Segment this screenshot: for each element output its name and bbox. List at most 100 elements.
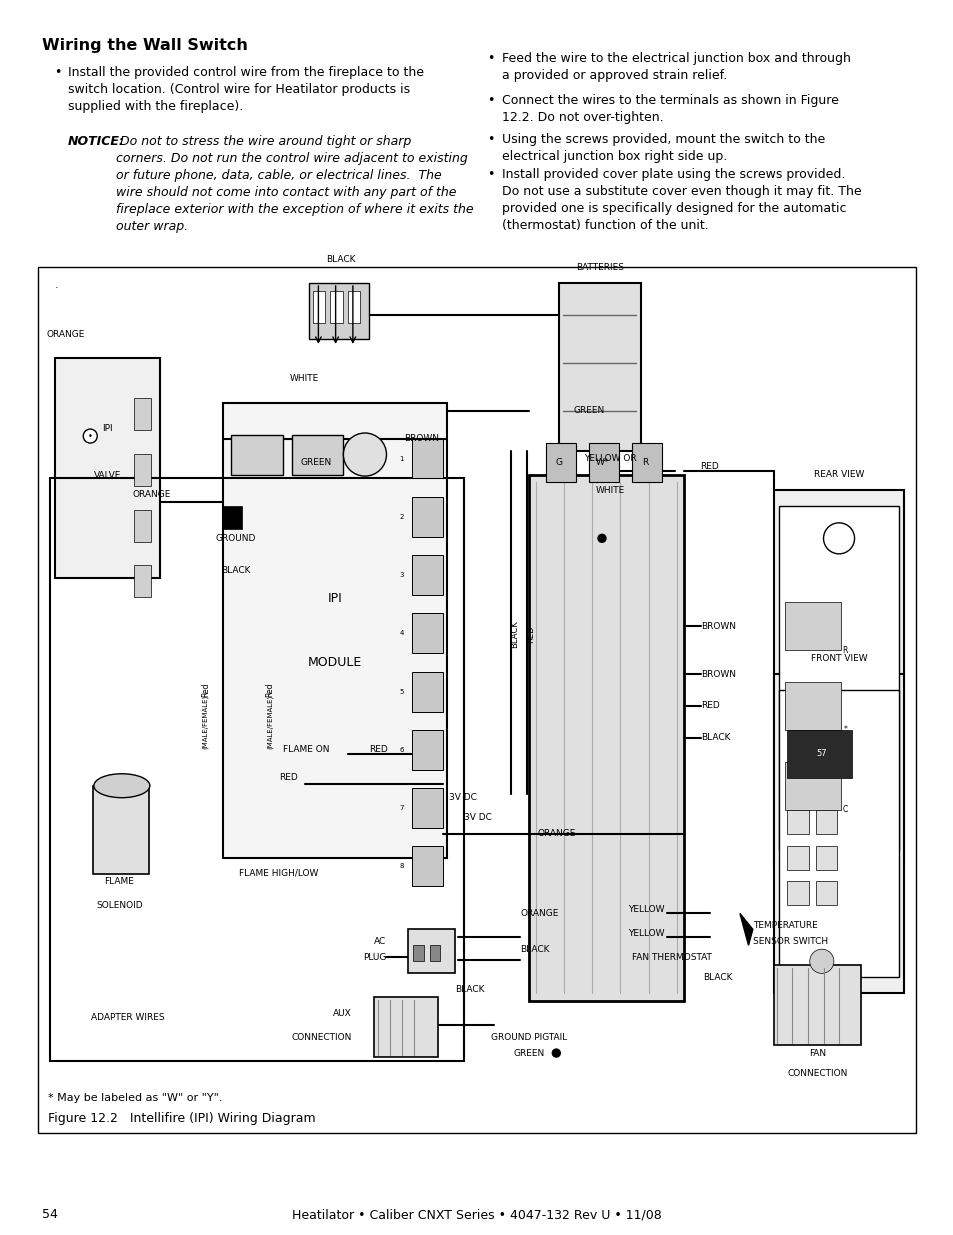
Text: BLACK: BLACK	[455, 984, 484, 994]
Bar	[412, 846, 442, 887]
Text: BLACK: BLACK	[703, 973, 732, 982]
Bar	[134, 398, 152, 430]
Text: ADAPTER WIRES: ADAPTER WIRES	[91, 1013, 165, 1021]
Bar	[774, 674, 902, 993]
Bar	[347, 291, 359, 322]
Text: BLACK: BLACK	[519, 945, 549, 953]
Text: VALVE: VALVE	[93, 472, 121, 480]
Bar	[588, 442, 618, 483]
Bar	[558, 283, 640, 451]
Text: ORANGE: ORANGE	[132, 490, 171, 499]
Circle shape	[552, 1049, 559, 1057]
Circle shape	[83, 429, 97, 443]
Bar	[778, 506, 899, 850]
Text: YELLOW OR: YELLOW OR	[583, 454, 637, 463]
Text: WHITE: WHITE	[290, 374, 319, 383]
Bar	[429, 945, 439, 961]
Bar	[786, 882, 808, 905]
Bar	[231, 435, 283, 474]
Bar	[134, 453, 152, 485]
Text: YELLOW: YELLOW	[628, 929, 664, 937]
Text: GREEN: GREEN	[300, 458, 332, 467]
Text: SOLENOID: SOLENOID	[96, 900, 142, 910]
Bar	[134, 510, 152, 541]
Bar	[412, 730, 442, 769]
Bar	[412, 788, 442, 827]
Text: 7: 7	[398, 805, 403, 811]
Circle shape	[598, 535, 605, 542]
Bar	[412, 672, 442, 711]
Bar	[815, 882, 837, 905]
Text: AUX: AUX	[333, 1009, 352, 1018]
Bar	[774, 490, 902, 866]
Bar	[412, 438, 442, 478]
Text: FAN: FAN	[808, 1049, 825, 1057]
Text: MODULE: MODULE	[307, 656, 361, 668]
Bar	[330, 291, 342, 322]
Circle shape	[343, 433, 386, 477]
Bar	[778, 690, 899, 977]
Text: ORANGE: ORANGE	[47, 330, 85, 338]
Text: BLACK: BLACK	[326, 254, 355, 263]
Text: AC: AC	[374, 937, 386, 946]
Text: 2: 2	[399, 514, 403, 520]
Bar	[222, 506, 241, 529]
Text: GREEN: GREEN	[573, 406, 604, 415]
Text: 54: 54	[42, 1209, 58, 1221]
Text: FAN THERMOSTAT: FAN THERMOSTAT	[632, 952, 711, 962]
Bar	[632, 442, 661, 483]
Text: Wiring the Wall Switch: Wiring the Wall Switch	[42, 38, 248, 53]
Text: Red: Red	[201, 683, 210, 698]
Text: * May be labeled as "W" or "Y".: * May be labeled as "W" or "Y".	[48, 1093, 222, 1103]
Text: FLAME HIGH/LOW: FLAME HIGH/LOW	[239, 869, 318, 878]
Text: (MALE/FEMALE): (MALE/FEMALE)	[202, 695, 209, 748]
Text: Figure 12.2   Intellifire (IPI) Wiring Diagram: Figure 12.2 Intellifire (IPI) Wiring Dia…	[48, 1112, 315, 1125]
Bar	[786, 730, 851, 778]
Text: R: R	[641, 458, 647, 467]
Text: GROUND PIGTAIL: GROUND PIGTAIL	[490, 1032, 566, 1041]
Text: Install provided cover plate using the screws provided.
Do not use a substitute : Install provided cover plate using the s…	[501, 168, 861, 232]
Text: Red: Red	[265, 683, 274, 698]
Text: BROWN: BROWN	[403, 433, 438, 443]
Text: •: •	[486, 94, 494, 107]
Bar	[408, 930, 455, 973]
Bar	[222, 403, 446, 857]
Text: •: •	[54, 65, 61, 79]
Text: GROUND: GROUND	[215, 534, 255, 543]
Text: R: R	[841, 646, 847, 655]
Bar	[134, 566, 152, 598]
Text: Using the screws provided, mount the switch to the
electrical junction box right: Using the screws provided, mount the swi…	[501, 133, 824, 163]
Text: FRONT VIEW: FRONT VIEW	[810, 653, 866, 662]
Text: 3V DC: 3V DC	[463, 813, 492, 823]
Text: IPI: IPI	[102, 424, 112, 432]
Bar	[38, 267, 915, 1132]
Bar	[309, 283, 369, 338]
Text: Do not to stress the wire around tight or sharp
corners. Do not run the control : Do not to stress the wire around tight o…	[116, 135, 473, 233]
Text: RED: RED	[369, 745, 388, 755]
Text: 3: 3	[398, 572, 403, 578]
Bar	[786, 846, 808, 869]
Bar	[374, 997, 437, 1057]
Text: 8: 8	[398, 863, 403, 869]
Bar	[93, 785, 150, 873]
Bar	[545, 442, 576, 483]
Text: Heatilator • Caliber CNXT Series • 4047-132 Rev U • 11/08: Heatilator • Caliber CNXT Series • 4047-…	[292, 1209, 661, 1221]
Text: ·: ·	[54, 283, 58, 293]
Bar	[55, 358, 160, 578]
Text: FLAME ON: FLAME ON	[283, 745, 329, 755]
Text: Connect the wires to the terminals as shown in Figure
12.2. Do not over-tighten.: Connect the wires to the terminals as sh…	[501, 94, 838, 124]
Text: *: *	[842, 725, 847, 735]
Bar	[528, 474, 683, 1002]
Bar	[815, 810, 837, 834]
Circle shape	[809, 950, 833, 973]
Text: W*: W*	[595, 458, 608, 467]
Bar	[815, 846, 837, 869]
Text: CONNECTION: CONNECTION	[786, 1068, 847, 1077]
Text: RED: RED	[525, 625, 535, 643]
Text: •: •	[486, 52, 494, 65]
Bar	[413, 945, 423, 961]
Text: PLUG: PLUG	[363, 952, 386, 962]
Bar	[784, 682, 840, 730]
Text: WHITE: WHITE	[596, 485, 624, 495]
Text: 5: 5	[399, 689, 403, 694]
